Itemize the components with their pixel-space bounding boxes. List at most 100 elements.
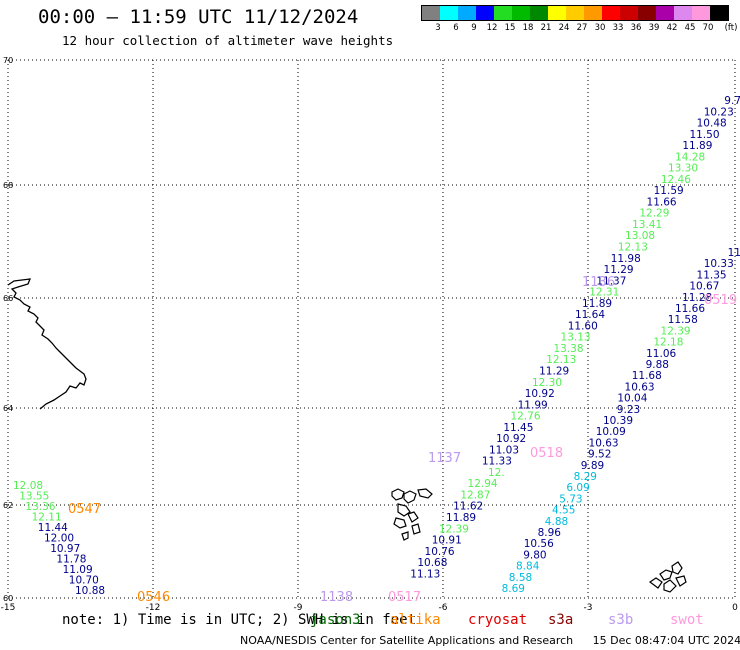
shetland-coastline [659, 569, 673, 581]
scale-swatch [620, 6, 638, 20]
wave-height-label: 11.68 [632, 370, 662, 382]
wave-height-label: 11.44 [38, 522, 68, 534]
scale-swatch [602, 6, 620, 20]
wave-height-label: 11.62 [453, 501, 483, 513]
pass-time-label: 1136 [582, 275, 615, 290]
wave-height-label: 12.08 [13, 480, 43, 492]
wave-height-label: 12.11 [32, 512, 62, 524]
lon-tick-label: -12 [146, 603, 161, 613]
wave-height-label: 8.29 [574, 471, 597, 483]
wave-height-label: 12.94 [468, 478, 498, 490]
scale-label: 33 [612, 23, 624, 33]
wave-height-label: 10.91 [432, 535, 462, 547]
wave-height-label: 9.89 [581, 460, 604, 472]
wave-height-label: 10.76 [425, 546, 455, 558]
lat-tick-label: 62 [3, 501, 13, 510]
legend-jason3: jason3 [310, 612, 361, 628]
footer: NOAA/NESDIS Center for Satellite Applica… [240, 634, 740, 647]
wave-height-label: 10.09 [596, 426, 626, 438]
scale-swatch [638, 6, 656, 20]
wave-height-labels: 9.710.2310.4811.5011.8914.2813.3012.4611… [13, 95, 740, 597]
footer-credit: NOAA/NESDIS Center for Satellite Applica… [240, 634, 574, 647]
scale-label: 42 [666, 23, 678, 33]
scale-label: 27 [576, 23, 588, 33]
scale-swatch [692, 6, 710, 20]
color-scale-labels: 3 6 9 12 15 18 21 24 27 30 33 36 39 42 45 70 (ft) [421, 21, 737, 33]
pass-time-label: 0546 [137, 590, 170, 605]
lon-tick-label: -6 [439, 603, 448, 613]
faroe-islands-coastline [417, 488, 433, 499]
wave-height-label: 9.52 [588, 449, 611, 461]
shetland-coastline [663, 579, 677, 593]
wave-height-label: 10.88 [75, 585, 105, 597]
faroe-islands-coastline [407, 511, 419, 523]
pass-time-labels: 1136 0519 1137 0518 0547 0546 1138 0517 [68, 275, 737, 605]
lat-tick-label: 68 [3, 181, 13, 190]
wave-height-label: 11.29 [539, 366, 569, 378]
map-axis-ticks: -15 -12 -9 -6 -3 0 70 68 66 64 62 60 [1, 56, 738, 613]
wave-height-label: 12.39 [661, 325, 691, 337]
wave-height-label: 6.09 [566, 482, 589, 494]
faroe-islands-coastline [397, 503, 411, 517]
wave-height-label: 11.58 [668, 314, 698, 326]
wave-height-label: 10.33 [704, 258, 734, 270]
wave-height-label: 12.39 [439, 523, 469, 535]
scale-label: 21 [540, 23, 552, 33]
wave-height-label: 11.78 [56, 554, 86, 566]
scale-swatch [476, 6, 494, 20]
legend-altika: altika [390, 612, 441, 628]
wave-height-label: 11.66 [675, 303, 705, 315]
wave-height-label: 10.04 [617, 393, 647, 405]
wave-height-label: 11.89 [446, 512, 476, 524]
wave-height-label: 10.92 [525, 388, 555, 400]
pass-time-label: 1138 [320, 590, 353, 605]
scale-swatch [512, 6, 530, 20]
wave-height-label: 5.73 [559, 493, 582, 505]
wave-height-label: 13.41 [632, 219, 662, 231]
wave-height-label: 11.89 [582, 298, 612, 310]
pass-time-label: 1137 [428, 451, 461, 466]
pass-time-label: 0517 [388, 590, 421, 605]
wave-height-label: 12.13 [546, 354, 576, 366]
wave-height-label: 11.60 [568, 320, 598, 332]
wave-height-label: 13.08 [625, 230, 655, 242]
wave-height-label: 11.66 [647, 196, 677, 208]
lat-tick-label: 60 [3, 594, 13, 603]
wave-height-label: 11.06 [646, 348, 676, 360]
wave-height-label: 8.58 [509, 572, 532, 584]
wave-height-label: 12.29 [639, 208, 669, 220]
scale-label: 70 [702, 23, 714, 33]
wave-height-label: 4.55 [552, 505, 575, 517]
wave-height-label: 11.29 [604, 264, 634, 276]
wave-height-label: 11.37 [596, 275, 626, 287]
scale-swatch [584, 6, 602, 20]
wave-height-label: 10.63 [625, 381, 655, 393]
legend-swot: swot [670, 612, 704, 628]
shetland-coastline [648, 577, 663, 589]
scale-swatch [458, 6, 476, 20]
faroe-islands-coastline [411, 523, 421, 535]
wave-height-label: 12.46 [661, 174, 691, 186]
lon-tick-label: -9 [294, 603, 303, 613]
page-subtitle: 12 hour collection of altimeter wave hei… [62, 33, 394, 48]
wave-height-label: 10.97 [50, 543, 80, 555]
scale-label: 15 [504, 23, 516, 33]
wave-height-label: 11.50 [689, 129, 719, 141]
wave-height-label: 9.23 [617, 404, 640, 416]
wave-height-label: 12. [488, 467, 505, 479]
wave-height-label: 12.13 [618, 242, 648, 254]
scale-label: (ft) [724, 23, 738, 33]
scale-label: 18 [522, 23, 534, 33]
wave-height-label: 11.59 [654, 185, 684, 197]
wave-height-label: 10.56 [524, 538, 554, 550]
scale-swatch [656, 6, 674, 20]
wave-height-label: 11.89 [682, 140, 712, 152]
wave-height-label: 10.68 [417, 557, 447, 569]
scale-label: 39 [648, 23, 660, 33]
iceland-coastline [7, 278, 87, 410]
lon-tick-label: -3 [584, 603, 593, 613]
wave-height-label: 12.00 [44, 533, 74, 545]
wave-height-label: 11.64 [575, 309, 605, 321]
legend-s3a: s3a [548, 612, 574, 628]
wave-height-label: 10.92 [496, 433, 526, 445]
